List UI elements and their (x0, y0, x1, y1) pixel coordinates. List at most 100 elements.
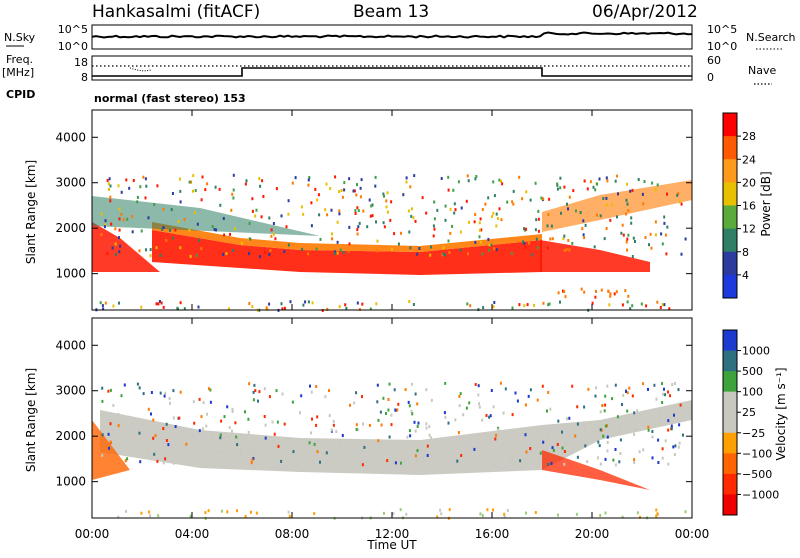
velocity-scatter (328, 389, 330, 393)
velocity-scatter (674, 444, 677, 448)
power-scatter (444, 218, 447, 222)
y-tick-label: 4000 (55, 338, 86, 352)
velocity-ground-scatter (313, 512, 316, 516)
velocity-scatter (198, 429, 201, 433)
power-scatter (196, 222, 199, 226)
power-scatter (625, 198, 628, 202)
velocity-scatter (596, 456, 599, 460)
power-scatter (429, 253, 432, 257)
velocity-scatter (546, 409, 548, 413)
power-scatter (385, 205, 388, 209)
power-scatter (177, 220, 180, 224)
power-scatter (386, 210, 389, 214)
velocity-scatter (231, 407, 234, 411)
velocity-scatter (454, 418, 457, 422)
velocity-scatter (661, 456, 664, 460)
velocity-scatter (462, 413, 465, 417)
beam-title: Beam 13 (353, 2, 429, 22)
velocity-scatter (667, 390, 669, 394)
velocity-scatter (124, 430, 127, 434)
velocity-scatter (360, 449, 363, 453)
velocity-ground-scatter (148, 510, 151, 514)
power-scatter (287, 212, 290, 216)
power-scatter (249, 237, 252, 241)
velocity-scatter (123, 383, 126, 387)
velocity-scatter (377, 439, 380, 443)
velocity-scatter (147, 407, 150, 411)
velocity-scatter (172, 416, 175, 420)
power-ground-scatter (659, 306, 662, 309)
power-scatter (251, 209, 254, 213)
colorbar-segment (723, 473, 737, 495)
power-scatter (356, 183, 358, 187)
velocity-scatter (606, 384, 609, 388)
power-scatter (142, 175, 145, 179)
power-scatter (336, 251, 339, 255)
power-scatter (632, 236, 635, 240)
power-scatter (291, 181, 294, 185)
power-scatter (453, 211, 456, 215)
power-scatter (430, 245, 432, 249)
power-scatter (189, 254, 192, 258)
velocity-scatter (126, 457, 129, 461)
velocity-scatter (547, 463, 550, 466)
power-scatter (247, 237, 250, 241)
velocity-scatter (205, 424, 208, 428)
velocity-scatter (416, 425, 419, 428)
power-scatter (537, 217, 540, 221)
velocity-scatter (494, 437, 497, 441)
velocity-scatter (485, 414, 488, 417)
velocity-scatter (324, 395, 327, 399)
power-scatter (319, 237, 322, 241)
x-tick-label: 20:00 (575, 527, 610, 541)
colorbar-segment (723, 371, 737, 393)
power-scatter (174, 228, 177, 232)
power-ground-scatter (307, 300, 310, 304)
power-scatter (120, 212, 123, 216)
power-scatter (492, 180, 495, 184)
power-ground-scatter (248, 302, 251, 305)
power-scatter (593, 245, 596, 249)
velocity-ground-scatter (503, 512, 506, 516)
power-scatter (353, 189, 356, 193)
velocity-scatter (478, 405, 481, 409)
power-scatter (369, 214, 372, 218)
velocity-ground-scatter (255, 511, 258, 515)
velocity-scatter (488, 415, 491, 419)
power-scatter (385, 199, 388, 203)
power-scatter (500, 218, 503, 222)
velocity-scatter (368, 423, 371, 427)
power-scatter (343, 181, 346, 185)
power-scatter (452, 188, 455, 192)
velocity-scatter (481, 418, 484, 422)
velocity-scatter (165, 439, 168, 442)
velocity-scatter (167, 443, 170, 447)
velocity-scatter (228, 426, 231, 429)
power-scatter (140, 229, 143, 233)
velocity-scatter (416, 402, 419, 406)
power-scatter (338, 209, 341, 213)
velocity-scatter (220, 450, 223, 454)
power-scatter (225, 252, 228, 256)
power-scatter (663, 215, 666, 219)
power-low-echo (562, 289, 564, 293)
power-scatter (449, 231, 452, 235)
velocity-scatter (183, 429, 186, 433)
power-scatter (433, 200, 436, 204)
velocity-scatter (390, 413, 393, 417)
velocity-scatter (606, 424, 608, 428)
velocity-scatter (661, 401, 664, 404)
velocity-scatter (138, 386, 141, 390)
power-scatter (357, 225, 360, 229)
velocity-scatter (594, 394, 597, 398)
power-ground-scatter (526, 303, 529, 307)
power-scatter (132, 179, 135, 182)
power-ground-scatter (183, 307, 186, 311)
y-tick-label: 1000 (55, 475, 86, 489)
power-scatter (501, 182, 504, 186)
power-scatter (436, 208, 439, 212)
velocity-scatter (138, 431, 141, 435)
power-scatter (280, 214, 283, 218)
power-scatter (560, 211, 562, 215)
